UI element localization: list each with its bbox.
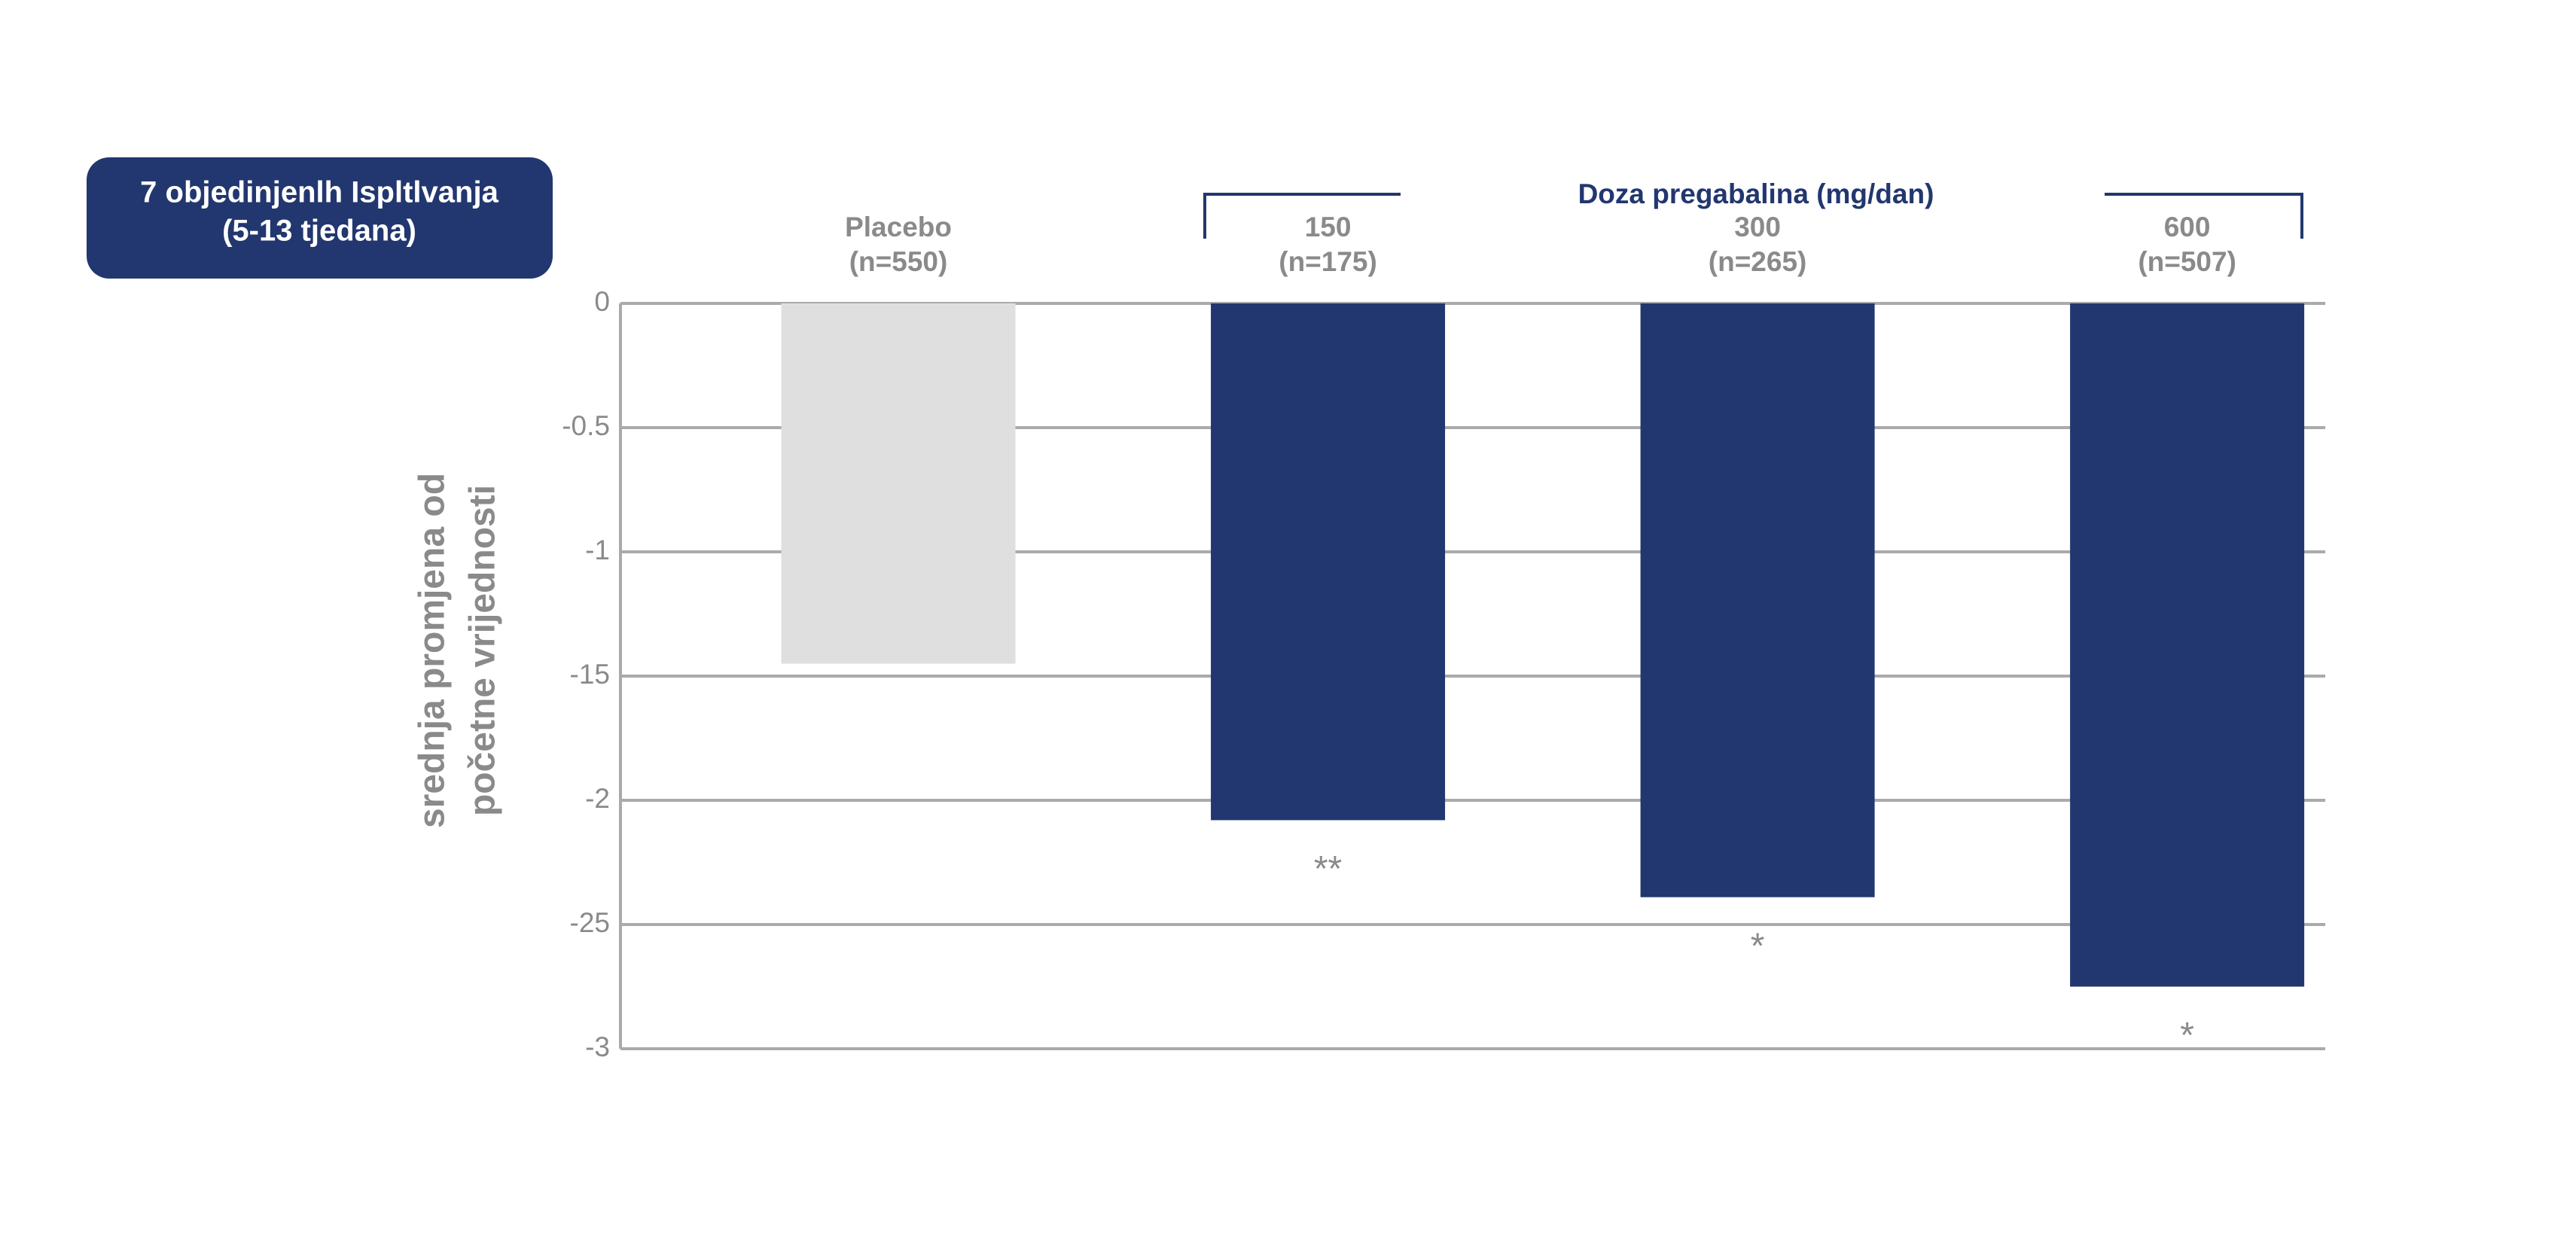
significance-label: ** — [1314, 849, 1342, 889]
y-axis-label-line: početne vrijednosti — [463, 485, 503, 816]
bar — [781, 303, 1016, 664]
x-tick-sublabel: (n=550) — [849, 246, 948, 277]
bar — [2070, 303, 2305, 987]
y-tick-label: -2 — [585, 783, 610, 814]
y-tick-label: 0 — [594, 286, 610, 317]
significance-label: * — [2180, 1016, 2194, 1056]
significance-label: * — [1751, 926, 1765, 966]
badge-text: 7 objedinjenlh Ispltlvanja — [140, 176, 498, 209]
bracket — [2105, 193, 2303, 239]
x-tick-label: 300 — [1734, 212, 1781, 242]
bracket — [1203, 193, 1401, 239]
y-tick-label: -1 — [585, 535, 610, 565]
y-tick-label: -25 — [570, 907, 610, 938]
x-tick-sublabel: (n=175) — [1279, 246, 1377, 277]
x-tick-sublabel: (n=507) — [2138, 246, 2236, 277]
x-tick-label: 150 — [1305, 212, 1352, 242]
x-tick-sublabel: (n=265) — [1709, 246, 1807, 277]
y-axis-label: srednja promjena od početne vrijednosti — [413, 473, 503, 828]
y-tick-label: -3 — [585, 1031, 610, 1062]
x-tick-label: Placebo — [845, 212, 952, 242]
badge-text: (5-13 tjedana) — [222, 215, 416, 248]
x-tick-label: 600 — [2164, 212, 2211, 242]
bar — [1640, 303, 1875, 897]
bar — [1211, 303, 1446, 821]
badge — [87, 157, 553, 279]
y-tick-label: -15 — [570, 659, 610, 690]
y-tick-label: -0.5 — [562, 410, 610, 441]
group-label: Doza pregabalina (mg/dan) — [1578, 178, 1934, 209]
y-axis-label-line: srednja promjena od — [413, 473, 453, 828]
